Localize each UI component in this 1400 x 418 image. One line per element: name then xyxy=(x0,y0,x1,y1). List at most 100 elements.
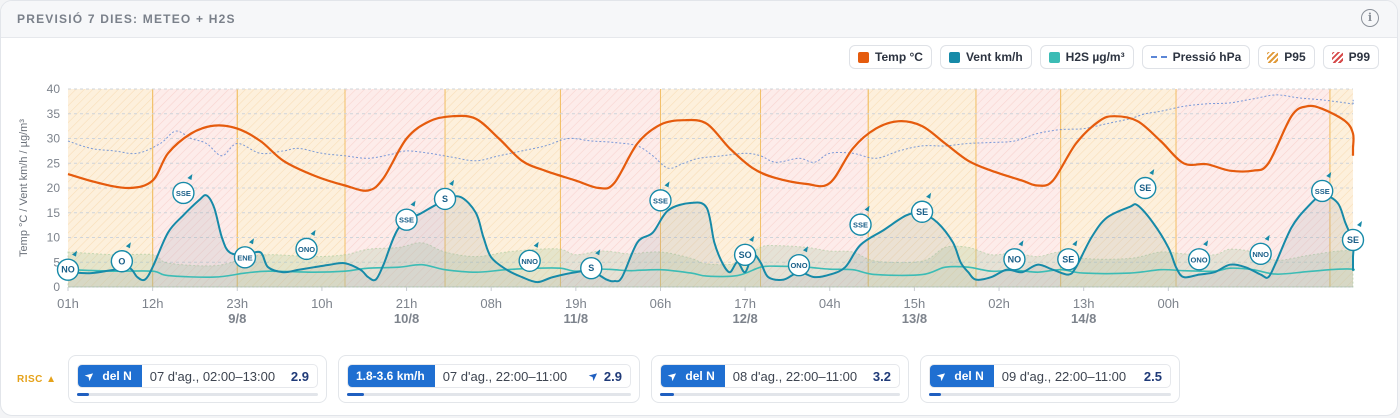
wind-direction-marker: NO xyxy=(1003,240,1026,271)
wind-arrow-icon xyxy=(310,229,316,236)
card-header: PREVISIÓ 7 DIES: METEO + H2S i xyxy=(1,1,1397,38)
x-tick-label: 13h xyxy=(1073,296,1095,311)
pressure-line xyxy=(67,94,1355,169)
x-tick-label: 08h xyxy=(480,296,502,311)
legend-label: P95 xyxy=(1284,50,1306,64)
legend-temp[interactable]: Temp °C xyxy=(849,45,932,69)
legend-swatch xyxy=(1150,56,1167,58)
day-label: 12/8 xyxy=(732,311,757,326)
risc-badge: ➤ del N xyxy=(78,365,142,387)
x-tick-label: 21h xyxy=(396,296,418,311)
wind-marker-circle xyxy=(1341,228,1365,252)
wind-direction-label: SE xyxy=(1347,235,1359,245)
wind-direction-marker: S xyxy=(580,249,603,280)
risc-progress-fill xyxy=(347,393,365,396)
wind-direction-marker: S xyxy=(433,179,457,211)
risc-badge: ➤ del N xyxy=(661,365,725,387)
wind-arrow-icon xyxy=(187,173,193,180)
legend-pressure[interactable]: Pressió hPa xyxy=(1141,45,1251,69)
wind-marker-circle xyxy=(910,200,934,223)
wind-direction-label: SSE xyxy=(853,221,868,230)
x-tick-label: 15h xyxy=(904,296,926,311)
legend-swatch xyxy=(1331,51,1343,63)
wind-arrow-icon xyxy=(1326,171,1332,178)
legend-swatch xyxy=(1048,51,1060,63)
wind-direction-label: SE xyxy=(1062,254,1074,264)
wind-arrow-icon xyxy=(926,192,932,199)
wind-direction-marker: SSE xyxy=(849,205,872,236)
wind-direction-label: SSE xyxy=(399,216,414,225)
wind-arrow-icon xyxy=(1018,240,1024,247)
legend-p99[interactable]: P99 xyxy=(1322,45,1379,69)
wind-arrow-icon xyxy=(1357,220,1362,227)
risc-progress xyxy=(660,393,900,396)
wind-marker-circle xyxy=(580,256,603,280)
wind-direction-marker: ONO xyxy=(295,229,318,261)
wind-direction-marker: O xyxy=(110,242,134,273)
wind-marker-circle xyxy=(1311,179,1334,203)
risc-row: ➤ del N 08 d'ag., 22:00–11:00 3.2 xyxy=(660,364,900,388)
wind-direction-marker: SSE xyxy=(172,173,195,205)
risc-progress xyxy=(929,393,1171,396)
risc-badge-label: del N xyxy=(685,369,715,383)
legend-label: Vent km/h xyxy=(965,50,1023,64)
legend-p95[interactable]: P95 xyxy=(1258,45,1315,69)
risc-card[interactable]: 1.8-3.6 km/h 07 d'ag., 22:00–11:00 ➤ 2.9 xyxy=(338,355,640,403)
wind-arrow-icon xyxy=(802,246,808,253)
risc-progress-fill xyxy=(660,393,675,396)
wind-direction-label: NO xyxy=(1008,254,1022,264)
risc-card[interactable]: ➤ del N 08 d'ag., 22:00–11:00 3.2 xyxy=(651,355,909,403)
wind-direction-label: SE xyxy=(1139,183,1151,193)
up-right-arrow-icon: ➤ xyxy=(586,369,601,383)
y-tick-label: 20 xyxy=(47,181,61,195)
day-label: 14/8 xyxy=(1071,311,1096,326)
wind-marker-circle xyxy=(518,249,541,272)
x-tick-label: 04h xyxy=(819,296,841,311)
wind-arrow-icon xyxy=(595,249,601,256)
x-tick-label: 23h xyxy=(226,296,248,311)
wind-arrow-icon xyxy=(664,181,670,188)
wind-direction-marker: SE xyxy=(1341,220,1365,252)
risc-progress xyxy=(347,393,631,396)
legend-label: Pressió hPa xyxy=(1172,50,1242,64)
risc-card[interactable]: ➤ del N 07 d'ag., 02:00–13:00 2.9 xyxy=(68,355,327,403)
wind-direction-marker: NNO xyxy=(1249,234,1272,266)
wind-marker-circle xyxy=(1134,176,1157,200)
risc-range: 07 d'ag., 02:00–13:00 xyxy=(149,368,276,384)
wind-direction-marker: ENE xyxy=(233,238,257,269)
wind-direction-marker: SSE xyxy=(395,200,418,231)
wind-arrow-icon xyxy=(864,205,870,212)
wind-line xyxy=(67,194,1355,284)
legend-h2s[interactable]: H2S µg/m³ xyxy=(1039,45,1134,69)
risc-range: 08 d'ag., 22:00–11:00 xyxy=(732,368,858,384)
wind-arrow-icon xyxy=(1264,234,1270,241)
wind-direction-label: SSE xyxy=(653,196,668,205)
y-tick-label: 0 xyxy=(53,280,60,294)
risc-progress xyxy=(77,393,318,396)
y-tick-label: 25 xyxy=(47,156,61,170)
wind-marker-circle xyxy=(172,181,195,205)
risc-value: 3.2 xyxy=(872,368,891,384)
y-tick-label: 15 xyxy=(47,206,61,220)
wind-arrow-icon xyxy=(1072,240,1078,247)
x-tick-label: 10h xyxy=(311,296,333,311)
legend-swatch xyxy=(858,51,870,63)
risc-range: 09 d'ag., 22:00–11:00 xyxy=(1001,368,1127,384)
wind-arrow-icon xyxy=(248,238,254,245)
forecast-chart: 0 5 10 15 20 25 30 35 40 Temp °C / Vent km/h / µg… xyxy=(18,82,1365,326)
wind-direction-label: S xyxy=(442,194,448,204)
info-icon[interactable]: i xyxy=(1361,9,1379,27)
wind-direction-label: ENE xyxy=(237,253,252,262)
legend-label: P99 xyxy=(1348,50,1370,64)
wind-arrow-icon xyxy=(125,242,131,249)
risc-row: 1.8-3.6 km/h 07 d'ag., 22:00–11:00 ➤ 2.9 xyxy=(347,364,631,388)
legend-wind[interactable]: Vent km/h xyxy=(939,45,1032,69)
x-tick-label: 01h xyxy=(57,296,79,311)
y-tick-label: 5 xyxy=(53,255,60,269)
x-tick-label: 00h xyxy=(1157,296,1179,311)
x-tick-label: 02h xyxy=(988,296,1010,311)
risc-card[interactable]: ➤ del N 09 d'ag., 22:00–11:00 2.5 xyxy=(920,355,1180,403)
wind-marker-circle xyxy=(295,237,318,261)
legend-swatch xyxy=(1267,51,1279,63)
wind-marker-circle xyxy=(233,246,257,269)
